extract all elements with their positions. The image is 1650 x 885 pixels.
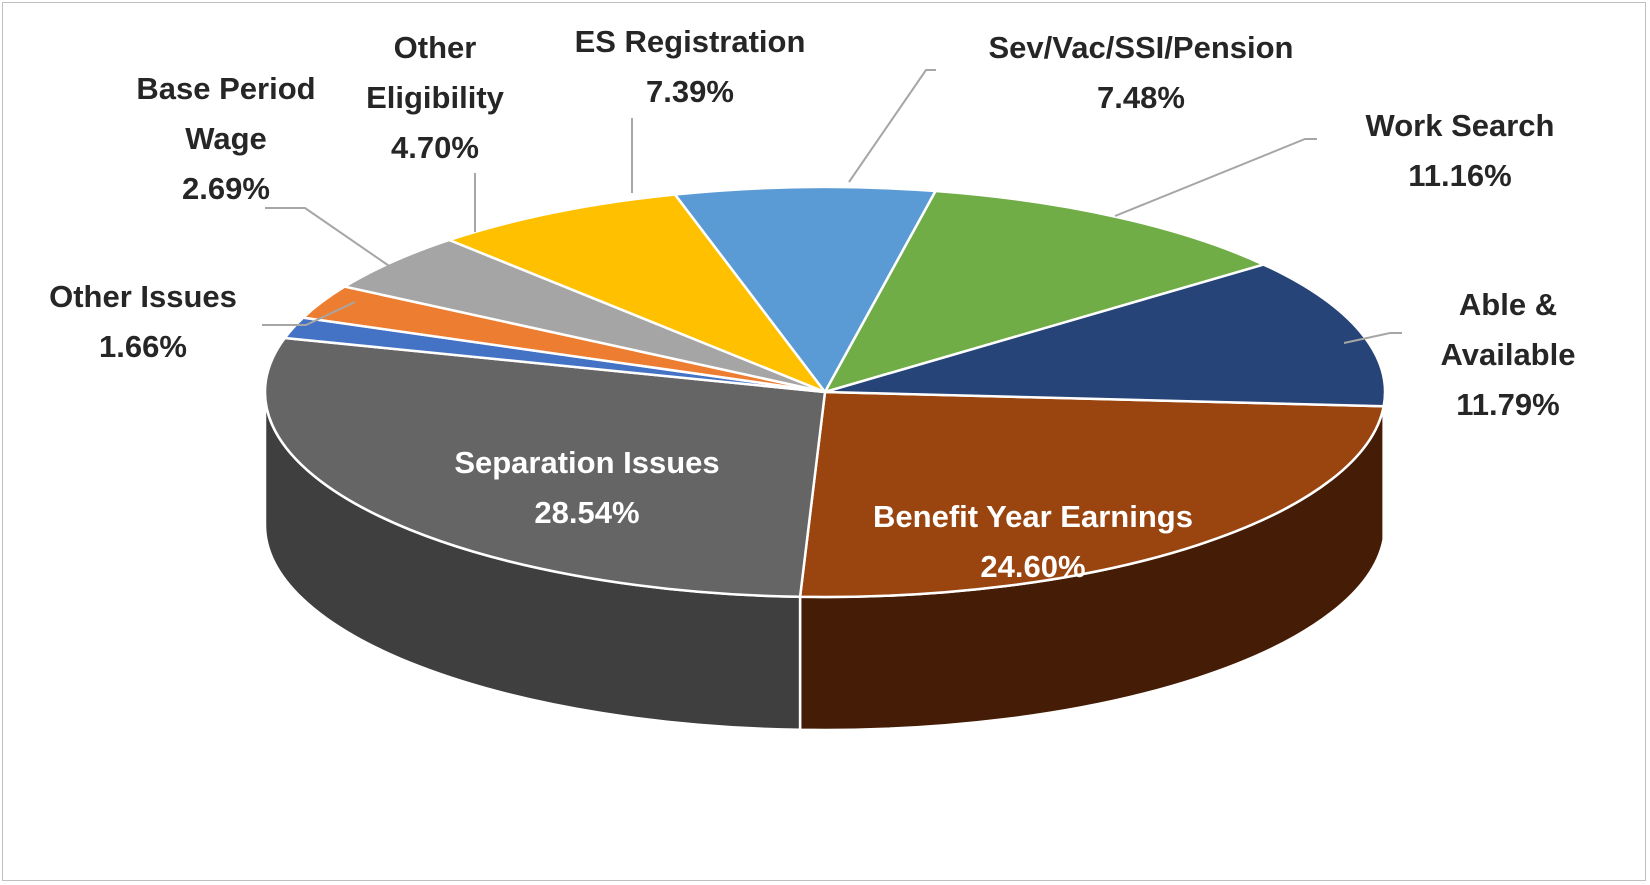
data-label-work-search: Work Search 11.16% bbox=[1366, 108, 1555, 193]
slice-separation-issues bbox=[263, 336, 827, 599]
label-value-other-eligibility: 4.70% bbox=[391, 130, 479, 165]
data-label-other-eligibility: Other Eligibility 4.70% bbox=[366, 30, 505, 165]
label-name-separation-issues: Separation Issues bbox=[454, 445, 719, 480]
label-name-other-eligibility: Other bbox=[394, 30, 477, 65]
data-label-es-registration: ES Registration 7.39% bbox=[575, 24, 806, 109]
label-name-work-search: Work Search bbox=[1366, 108, 1555, 143]
label-name-other-eligibility: Eligibility bbox=[366, 80, 505, 115]
label-name-base-period-wage: Base Period bbox=[136, 71, 315, 106]
slice-able-available bbox=[823, 263, 1387, 408]
slice-es-registration bbox=[448, 193, 827, 394]
leader-line-sev-vac-ssi-pension bbox=[848, 69, 936, 183]
label-value-sev-vac-ssi-pension: 7.48% bbox=[1097, 80, 1185, 115]
data-label-sev-vac-ssi-pension: Sev/Vac/SSI/Pension 7.48% bbox=[989, 30, 1294, 115]
label-value-able-available: 11.79% bbox=[1456, 387, 1559, 422]
label-name-able-available: Able & bbox=[1459, 287, 1557, 322]
label-name-es-registration: ES Registration bbox=[575, 24, 806, 59]
leader-lines bbox=[262, 69, 1402, 344]
data-labels: Benefit Year Earnings 24.60% Separation Is… bbox=[49, 24, 1575, 584]
leader-line-other-issues bbox=[262, 301, 356, 326]
data-label-separation-issues: Separation Issues 28.54% bbox=[454, 445, 719, 530]
leader-line-able-available bbox=[1343, 332, 1402, 344]
leader-line-base-period-wage bbox=[265, 207, 396, 271]
label-name-benefit-year-earnings: Benefit Year Earnings bbox=[873, 499, 1193, 534]
leader-line-work-search bbox=[1114, 138, 1317, 217]
label-value-other-issues: 1.66% bbox=[99, 329, 187, 364]
slice-sev-vac-ssi-pension bbox=[673, 185, 937, 394]
label-value-work-search: 11.16% bbox=[1408, 158, 1511, 193]
label-value-base-period-wage: 2.69% bbox=[182, 171, 270, 206]
label-name-able-available: Available bbox=[1441, 337, 1576, 372]
label-name-other-issues: Other Issues bbox=[49, 279, 237, 314]
label-name-sev-vac-ssi-pension: Sev/Vac/SSI/Pension bbox=[989, 30, 1294, 65]
label-value-separation-issues: 28.54% bbox=[534, 495, 639, 530]
slice-other-eligibility bbox=[343, 238, 827, 394]
slice-work-search bbox=[823, 189, 1265, 394]
label-name-base-period-wage: Wage bbox=[185, 121, 267, 156]
data-label-other-issues: Other Issues 1.66% bbox=[49, 279, 237, 364]
pie-slices bbox=[263, 185, 1387, 599]
label-value-benefit-year-earnings: 24.60% bbox=[980, 549, 1085, 584]
data-label-able-available: Able & Available 11.79% bbox=[1441, 287, 1576, 422]
label-value-es-registration: 7.39% bbox=[646, 74, 734, 109]
data-label-benefit-year-earnings: Benefit Year Earnings 24.60% bbox=[873, 499, 1193, 584]
data-label-base-period-wage: Base Period Wage 2.69% bbox=[136, 71, 315, 206]
slice-benefit-year-earnings bbox=[798, 390, 1385, 599]
